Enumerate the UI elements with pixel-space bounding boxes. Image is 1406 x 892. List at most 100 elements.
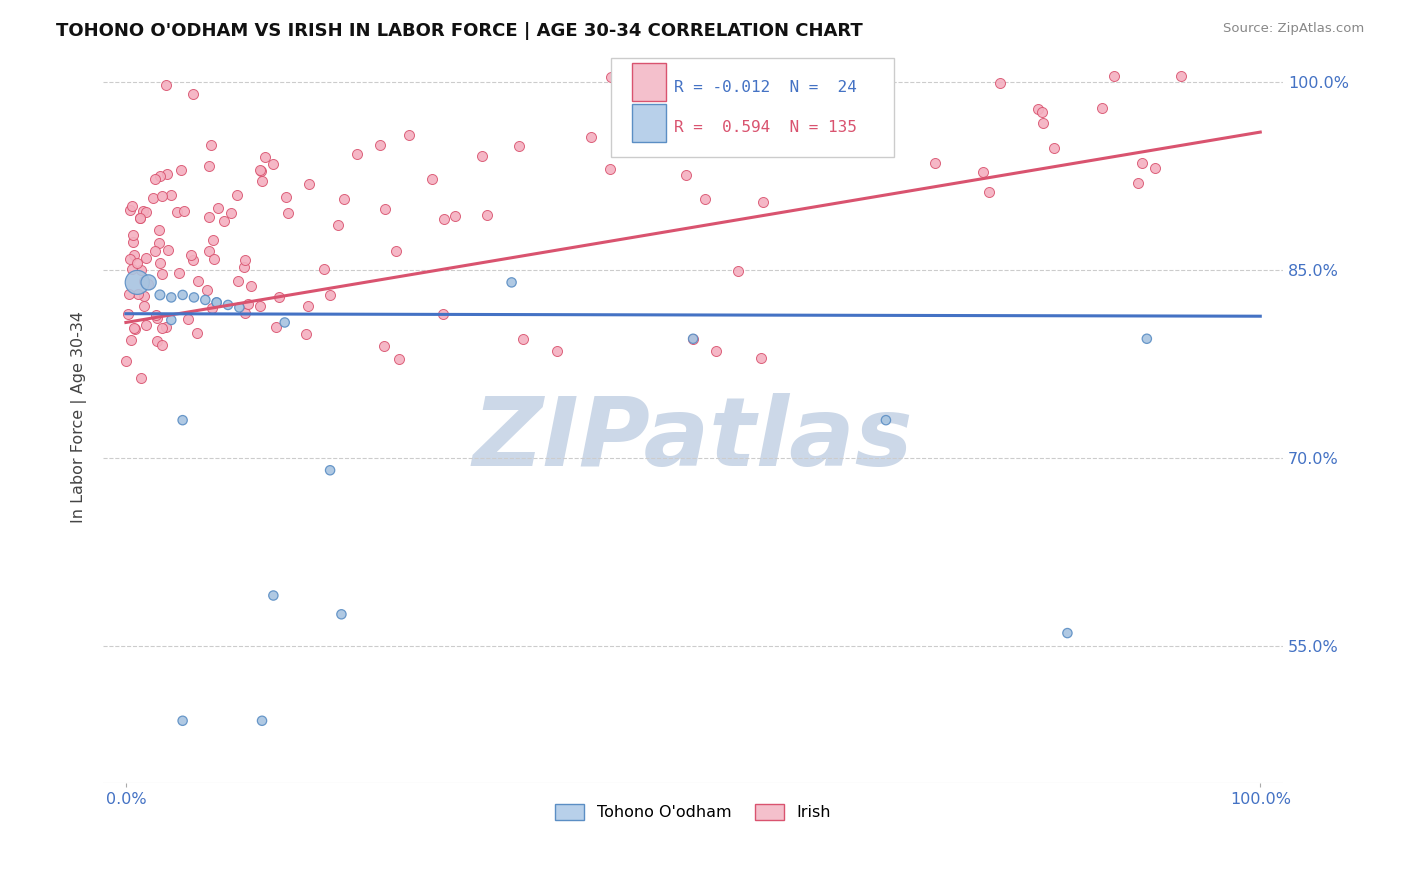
Point: [707, 127, 730, 141]
Point: [373, 339, 395, 353]
Point: [132, 203, 155, 218]
Point: [682, 332, 704, 346]
Point: [370, 137, 392, 152]
Point: [326, 219, 349, 233]
Point: [148, 236, 170, 251]
Point: [972, 165, 994, 179]
Point: [200, 138, 222, 153]
Point: [122, 235, 145, 249]
Point: [250, 173, 273, 187]
Point: [250, 164, 273, 178]
Point: [1128, 176, 1150, 190]
Text: Source: ZipAtlas.com: Source: ZipAtlas.com: [1223, 22, 1364, 36]
Point: [374, 202, 396, 216]
Point: [1144, 161, 1167, 175]
Point: [239, 278, 262, 293]
Point: [157, 243, 180, 257]
Point: [346, 147, 368, 161]
Text: ZIPatlas: ZIPatlas: [472, 392, 914, 485]
Point: [704, 344, 727, 359]
Text: R = -0.012  N =  24: R = -0.012 N = 24: [675, 79, 858, 95]
Point: [120, 252, 142, 266]
Y-axis label: In Labor Force | Age 30-34: In Labor Force | Age 30-34: [72, 311, 87, 523]
Point: [150, 189, 173, 203]
Point: [183, 290, 205, 304]
Point: [298, 178, 321, 192]
Point: [1056, 626, 1078, 640]
Point: [924, 156, 946, 170]
Point: [1026, 102, 1049, 116]
Point: [149, 169, 172, 183]
Point: [228, 301, 250, 315]
Point: [295, 326, 318, 341]
Point: [249, 163, 271, 178]
Point: [150, 267, 173, 281]
Point: [262, 589, 284, 603]
Point: [475, 208, 498, 222]
Point: [128, 211, 150, 225]
Point: [187, 274, 209, 288]
Point: [160, 313, 183, 327]
Point: [1031, 105, 1053, 120]
Point: [226, 188, 249, 202]
Point: [117, 307, 139, 321]
Point: [129, 262, 152, 277]
Point: [122, 227, 145, 242]
Point: [150, 321, 173, 335]
Point: [1104, 69, 1126, 83]
Point: [124, 322, 146, 336]
Point: [332, 192, 354, 206]
Point: [695, 193, 717, 207]
Point: [181, 87, 204, 101]
Point: [127, 287, 149, 301]
Point: [172, 714, 194, 728]
Text: TOHONO O'ODHAM VS IRISH IN LABOR FORCE | AGE 30-34 CORRELATION CHART: TOHONO O'ODHAM VS IRISH IN LABOR FORCE |…: [56, 22, 863, 40]
Point: [235, 306, 257, 320]
Point: [512, 332, 534, 346]
FancyBboxPatch shape: [631, 104, 666, 142]
Point: [118, 286, 141, 301]
Point: [135, 251, 157, 265]
Point: [274, 190, 297, 204]
Point: [204, 252, 226, 266]
Point: [214, 213, 236, 227]
Point: [160, 290, 183, 304]
Point: [834, 69, 856, 83]
Point: [599, 162, 621, 177]
Point: [120, 202, 142, 217]
Point: [148, 223, 170, 237]
Point: [990, 77, 1012, 91]
Point: [156, 167, 179, 181]
Point: [1091, 101, 1114, 115]
Point: [273, 316, 295, 330]
Point: [599, 70, 621, 85]
Point: [1132, 156, 1154, 170]
Point: [546, 344, 568, 359]
Point: [675, 168, 697, 182]
Point: [132, 299, 155, 313]
Point: [145, 308, 167, 322]
Point: [138, 276, 160, 290]
Point: [115, 353, 138, 368]
Point: [233, 252, 256, 267]
Point: [149, 288, 172, 302]
Point: [749, 351, 772, 365]
Point: [1136, 332, 1159, 346]
Point: [197, 159, 219, 173]
Point: [183, 253, 205, 268]
Point: [264, 319, 287, 334]
Point: [155, 320, 177, 334]
Point: [1043, 141, 1066, 155]
Point: [134, 274, 156, 288]
Point: [127, 276, 149, 290]
Point: [143, 244, 166, 259]
Point: [388, 352, 411, 367]
Point: [205, 295, 228, 310]
Point: [471, 149, 494, 163]
Point: [1032, 116, 1054, 130]
Point: [121, 262, 143, 277]
Point: [238, 297, 260, 311]
Point: [319, 287, 342, 301]
Point: [125, 256, 148, 270]
Point: [172, 288, 194, 302]
